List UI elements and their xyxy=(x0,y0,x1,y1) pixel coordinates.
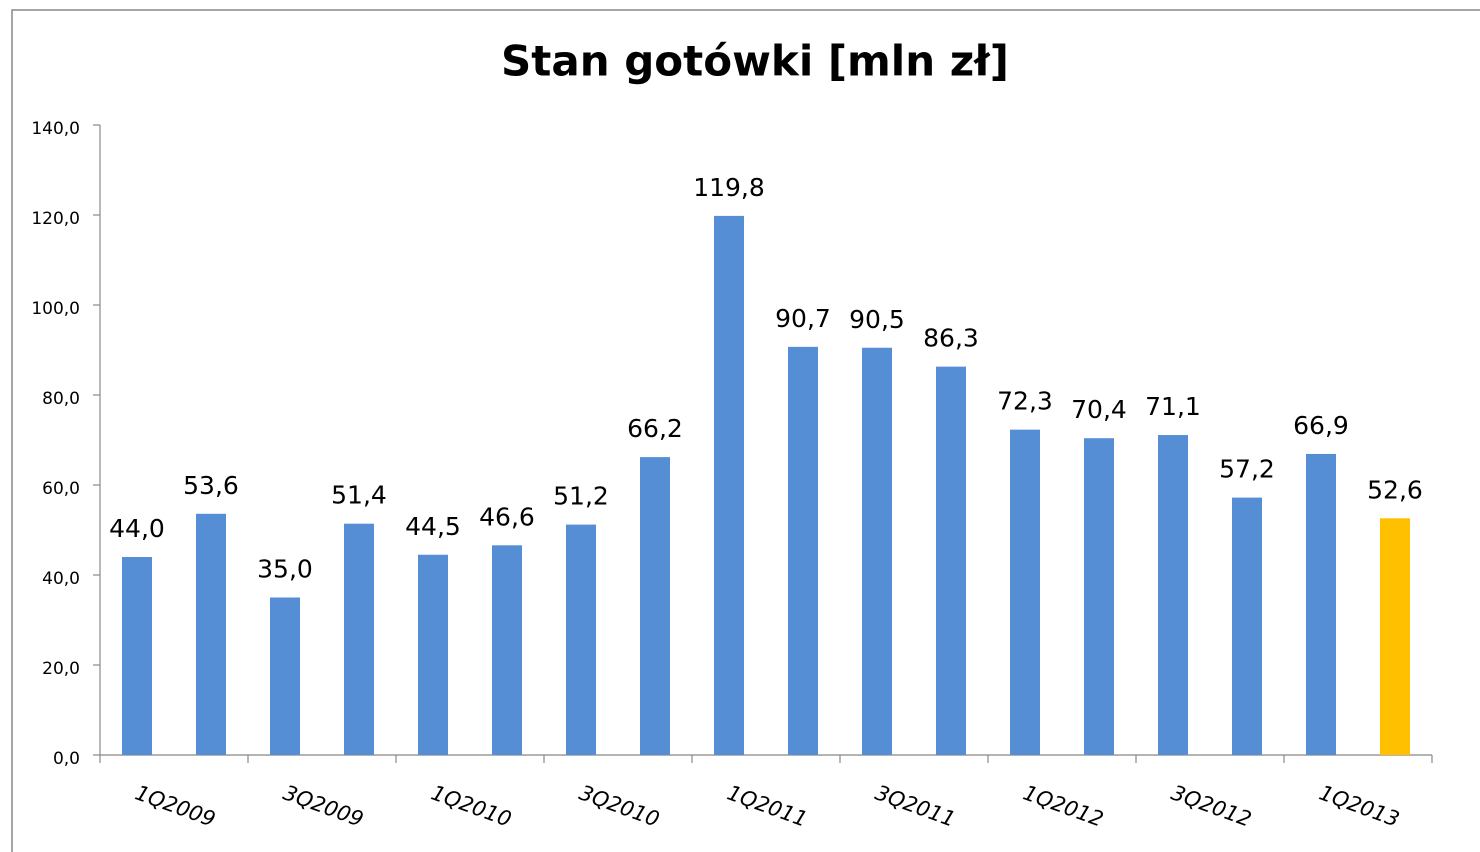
value-label: 90,7 xyxy=(775,304,831,333)
bar xyxy=(862,347,892,755)
value-label: 52,6 xyxy=(1367,475,1423,504)
bar xyxy=(1010,429,1040,755)
bar xyxy=(122,557,152,755)
bar xyxy=(1306,453,1336,755)
value-label: 70,4 xyxy=(1071,395,1127,424)
bar xyxy=(714,215,744,755)
value-label: 44,0 xyxy=(109,514,165,543)
value-label: 46,6 xyxy=(479,502,535,531)
x-tick-label: 3Q2012 xyxy=(1168,781,1255,832)
y-tick-label: 80,0 xyxy=(42,389,80,409)
chart-frame xyxy=(11,9,1480,852)
bar xyxy=(1084,438,1114,755)
value-label: 86,3 xyxy=(923,324,979,353)
y-tick-label: 0,0 xyxy=(53,749,80,769)
value-label: 119,8 xyxy=(693,173,765,202)
chart-title: Stan gotówki [mln zł] xyxy=(501,37,1009,86)
y-tick-label: 40,0 xyxy=(42,569,80,589)
x-tick-label: 3Q2010 xyxy=(576,781,663,832)
value-label: 72,3 xyxy=(997,387,1053,416)
value-label: 44,5 xyxy=(405,512,461,541)
y-tick-label: 20,0 xyxy=(42,659,80,679)
value-label: 71,1 xyxy=(1145,392,1201,421)
y-tick-label: 120,0 xyxy=(31,209,80,229)
bar xyxy=(418,554,448,755)
value-label: 90,5 xyxy=(849,305,905,334)
bar xyxy=(1232,497,1262,755)
bar xyxy=(196,513,226,755)
value-label: 51,4 xyxy=(331,481,387,510)
value-label: 66,2 xyxy=(627,414,683,443)
x-tick-label: 1Q2012 xyxy=(1020,781,1107,832)
x-tick-label: 3Q2011 xyxy=(872,781,959,832)
bar xyxy=(566,524,596,755)
x-tick-label: 1Q2009 xyxy=(132,781,219,832)
bar xyxy=(492,545,522,755)
bar xyxy=(640,457,670,755)
value-label: 66,9 xyxy=(1293,411,1349,440)
x-tick-label: 1Q2011 xyxy=(724,781,811,832)
y-tick-label: 140,0 xyxy=(31,119,80,139)
bar xyxy=(1158,435,1188,755)
bar xyxy=(788,346,818,755)
y-tick-label: 60,0 xyxy=(42,479,80,499)
x-tick-label: 3Q2009 xyxy=(280,781,367,832)
bar xyxy=(344,523,374,755)
y-tick-label: 100,0 xyxy=(31,299,80,319)
bar xyxy=(936,366,966,755)
value-label: 57,2 xyxy=(1219,455,1275,484)
value-label: 53,6 xyxy=(183,471,239,500)
x-tick-label: 1Q2010 xyxy=(428,781,515,832)
bar xyxy=(1380,518,1410,755)
value-label: 51,2 xyxy=(553,482,609,511)
bar xyxy=(270,597,300,755)
x-tick-label: 1Q2013 xyxy=(1316,781,1403,832)
value-label: 35,0 xyxy=(257,555,313,584)
